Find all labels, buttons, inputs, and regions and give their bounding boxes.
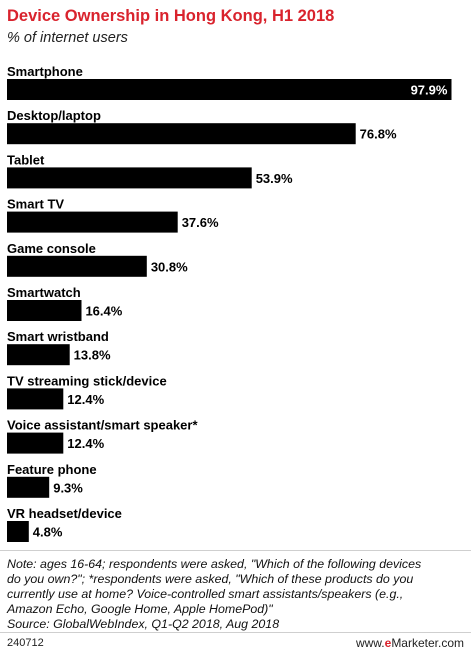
bar-chart: Smartphone 97.9% Desktop/laptop 76.8% Tablet… — [7, 64, 452, 542]
value-label: 16.4% — [85, 304, 122, 319]
bar — [7, 255, 147, 277]
note-line: Amazon Echo, Google Home, Apple HomePod)… — [7, 602, 273, 616]
value-label: 76.8% — [360, 127, 397, 142]
bar — [7, 167, 252, 189]
category-label: VR headset/device — [7, 506, 122, 521]
note-line: do you own?"; *respondents were asked, "… — [7, 572, 414, 586]
category-label: Smartwatch — [7, 285, 81, 300]
category-label: Tablet — [7, 152, 45, 167]
bar — [7, 123, 356, 145]
brand-e: e — [384, 636, 392, 650]
bottom-divider — [0, 632, 471, 633]
category-label: Desktop/laptop — [7, 108, 101, 123]
value-label: 9.3% — [53, 480, 83, 495]
category-label: Smartphone — [7, 64, 83, 79]
note-line: Note: ages 16-64; respondents were asked… — [7, 557, 422, 571]
category-label: Smart wristband — [7, 329, 109, 344]
bar — [7, 521, 29, 542]
category-label: TV streaming stick/device — [7, 373, 167, 388]
value-label: 13.8% — [74, 348, 111, 363]
value-label: 53.9% — [256, 171, 293, 186]
category-label: Voice assistant/smart speaker* — [7, 418, 198, 433]
brand-logo[interactable]: www.eMarketer.com — [356, 636, 464, 650]
footnote: Note: ages 16-64; respondents were asked… — [7, 557, 469, 632]
bar — [7, 79, 452, 100]
bar — [7, 476, 50, 498]
note-line: currently use at home? Voice-controlled … — [7, 587, 404, 601]
category-label: Feature phone — [7, 462, 97, 477]
value-label: 12.4% — [67, 392, 104, 407]
brand-rest: Marketer.com — [391, 636, 464, 650]
brand-prefix: www. — [355, 636, 385, 650]
value-label: 4.8% — [33, 525, 63, 540]
chart-id: 240712 — [7, 637, 44, 649]
bar — [7, 432, 64, 454]
bar — [7, 344, 70, 366]
chart-title: Device Ownership in Hong Kong, H1 2018 — [7, 7, 335, 25]
bar — [7, 388, 64, 410]
value-label: 97.9% — [411, 83, 448, 98]
value-label: 30.8% — [151, 259, 188, 274]
category-label: Game console — [7, 241, 96, 256]
source-line: Source: GlobalWebIndex, Q1-Q2 2018, Aug … — [7, 617, 280, 631]
category-label: Smart TV — [7, 197, 64, 212]
footer-divider — [0, 550, 471, 551]
value-label: 37.6% — [182, 215, 219, 230]
bar — [7, 211, 178, 233]
bar — [7, 300, 82, 321]
value-label: 12.4% — [67, 436, 104, 451]
chart-subtitle: % of internet users — [7, 30, 128, 46]
